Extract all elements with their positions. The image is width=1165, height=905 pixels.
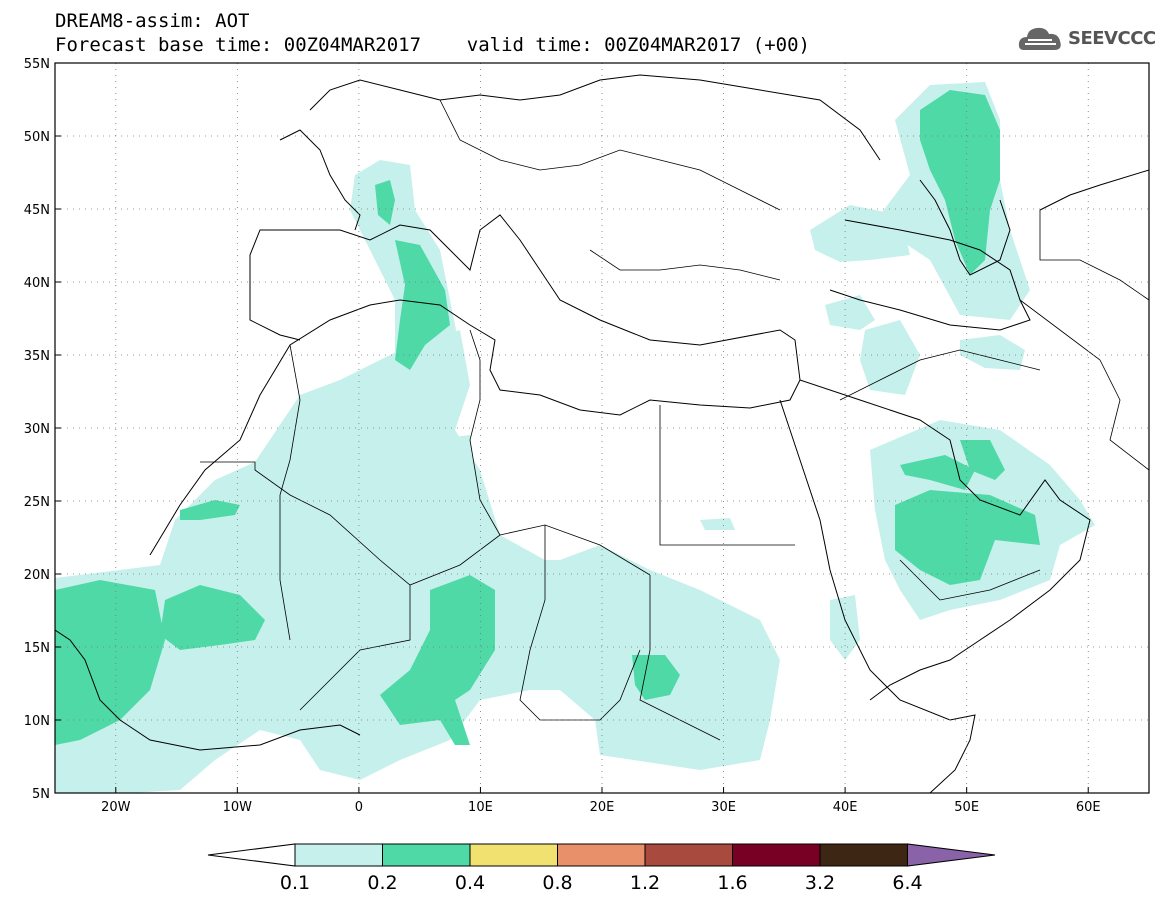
lat-label: 50N — [24, 130, 50, 145]
lon-label: 20W — [101, 800, 131, 815]
legend-label: 0.4 — [454, 872, 486, 894]
lon-label: 60E — [1076, 800, 1101, 815]
legend-label: 1.6 — [717, 872, 748, 894]
legend-swatch — [294, 843, 383, 867]
country-borders — [200, 99, 1149, 741]
lon-label: 50E — [954, 800, 979, 815]
lon-label: 10W — [223, 800, 253, 815]
lon-label: 30E — [711, 800, 736, 815]
legend-label: 0.1 — [279, 872, 311, 894]
forecast-time-line: Forecast base time: 00Z04MAR2017 valid t… — [55, 34, 810, 56]
lat-label: 25N — [24, 495, 50, 510]
lat-label: 45N — [24, 203, 50, 218]
legend-label: 1.2 — [629, 872, 661, 894]
legend-swatch — [644, 843, 733, 867]
longitude-labels: 20W 10W 0 10E 20E 30E 40E 50E 60E — [101, 787, 1101, 815]
legend-swatch — [469, 843, 558, 867]
lat-label: 5N — [32, 787, 50, 802]
lat-label: 10N — [24, 714, 50, 729]
cloud-icon — [1018, 27, 1061, 50]
seevccc-logo: SEEVCCC — [1016, 22, 1156, 56]
latitude-labels: 55N 50N 45N 40N 35N 30N 25N 20N 15N 10N 5N — [24, 57, 61, 802]
lat-label: 20N — [24, 568, 50, 583]
lon-label: 10E — [468, 800, 493, 815]
lat-lon-grid — [55, 63, 1149, 793]
legend-swatch — [557, 843, 646, 867]
coastlines — [55, 74, 1149, 793]
lat-label: 30N — [24, 422, 50, 437]
aot-contours — [55, 82, 1095, 793]
lat-label: 35N — [24, 349, 50, 364]
logo-text: SEEVCCC — [1068, 28, 1156, 49]
map-title: DREAM8-assim: AOT — [55, 10, 250, 32]
lat-label: 55N — [24, 57, 50, 72]
legend-label: 0.2 — [367, 872, 398, 894]
lon-label: 20E — [590, 800, 615, 815]
lon-label: 0 — [355, 800, 363, 815]
legend-under-arrow — [207, 843, 296, 867]
legend-label: 6.4 — [892, 872, 923, 894]
legend-swatch — [732, 843, 821, 867]
lat-label: 40N — [24, 276, 50, 291]
legend-swatch — [819, 843, 908, 867]
legend-label: 0.8 — [542, 872, 573, 894]
legend-label: 3.2 — [804, 872, 836, 894]
lat-label: 15N — [24, 641, 50, 656]
lon-label: 40E — [833, 800, 858, 815]
legend-swatch — [382, 843, 471, 867]
legend-over-arrow — [907, 843, 996, 867]
